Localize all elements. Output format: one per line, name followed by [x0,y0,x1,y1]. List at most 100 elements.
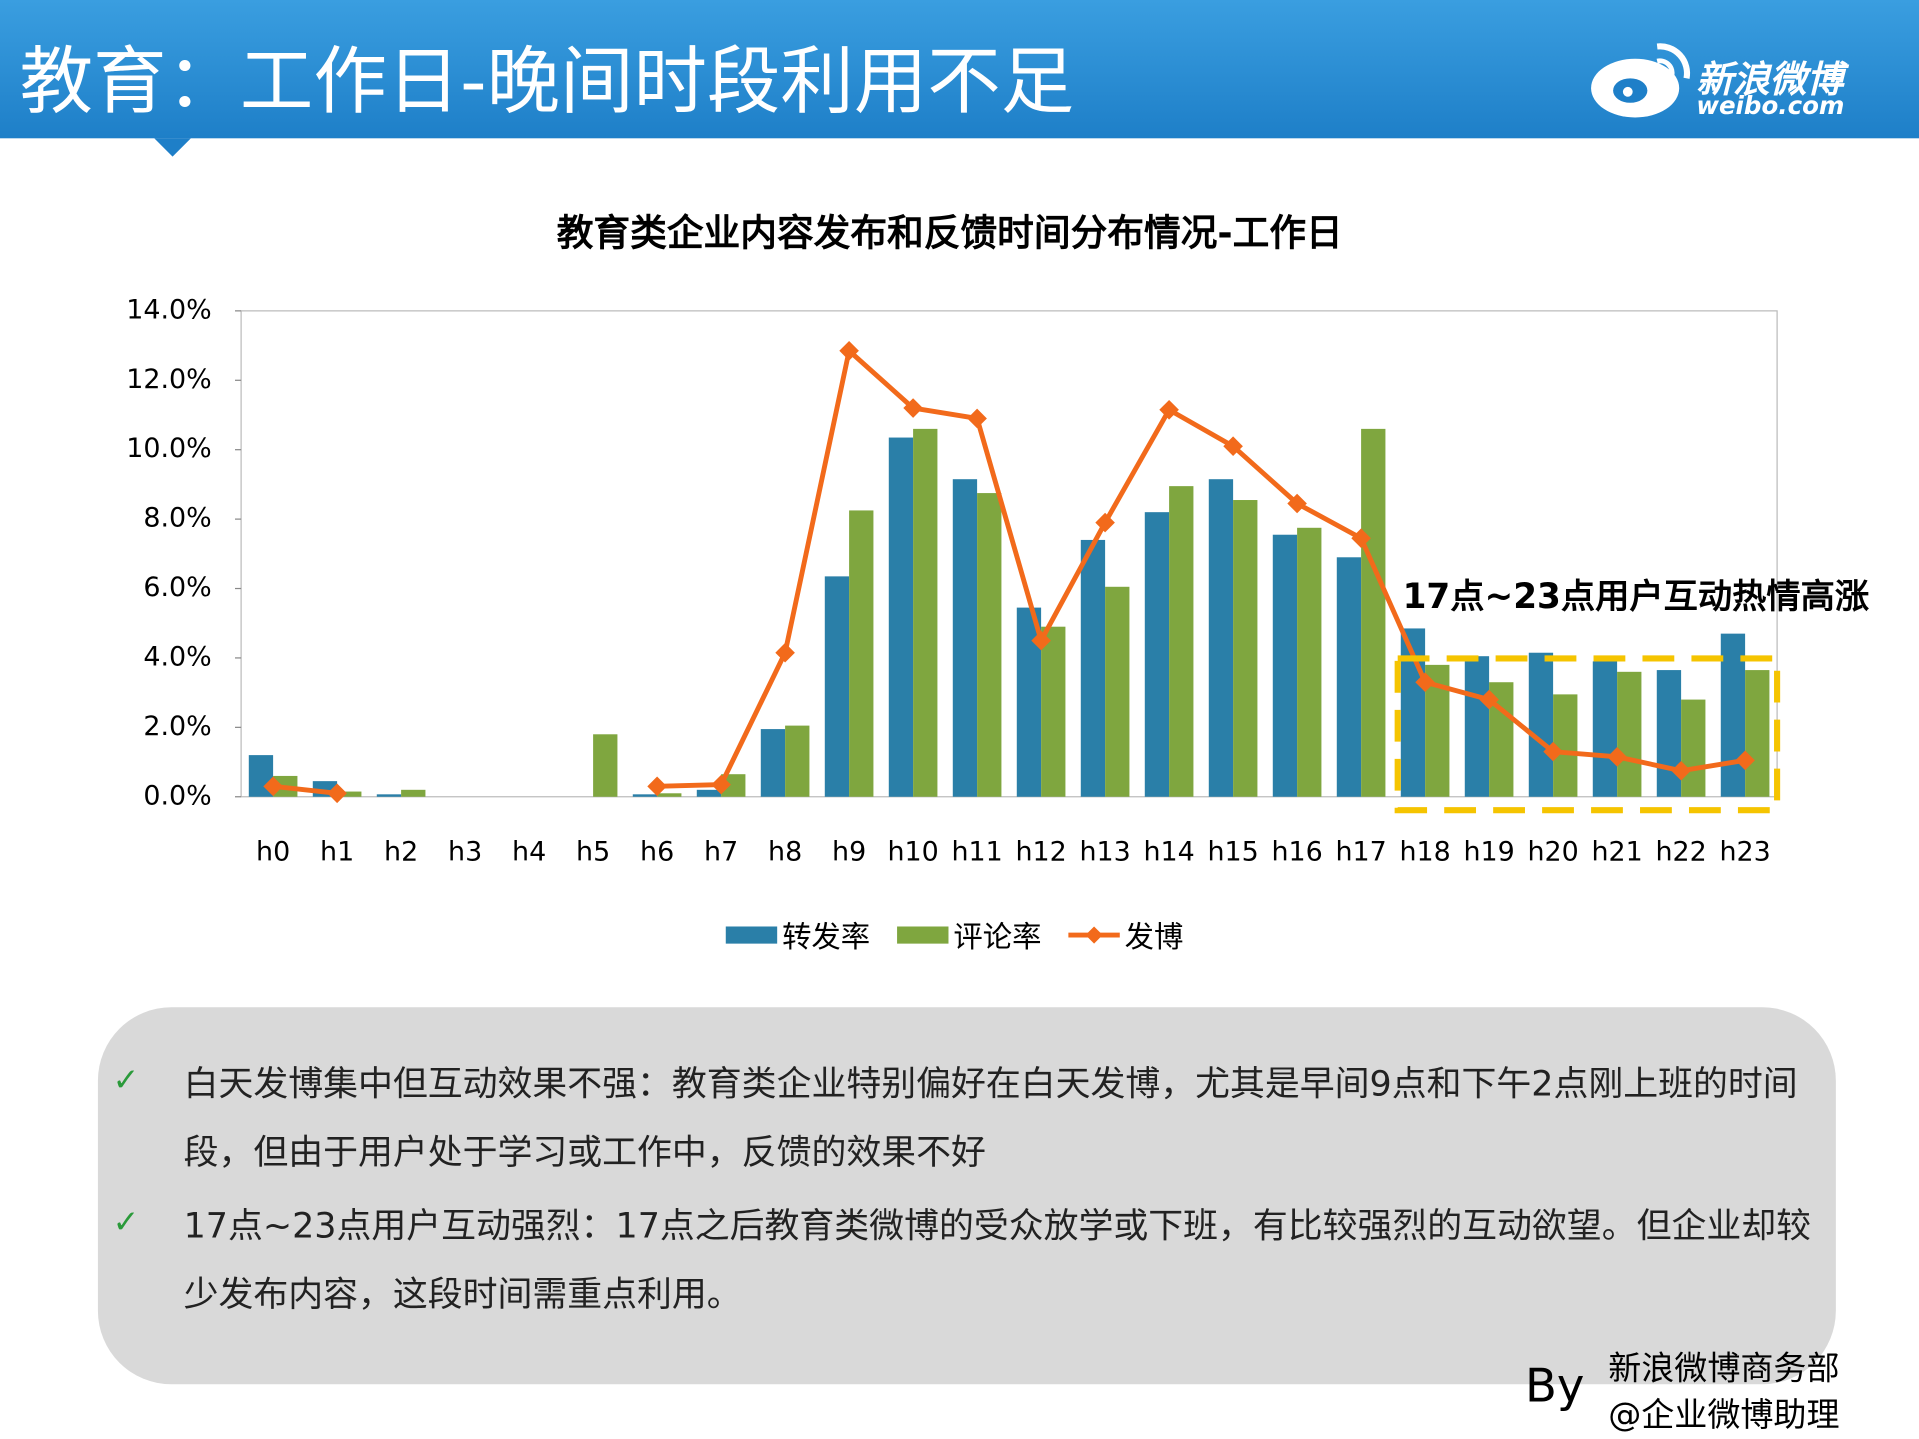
y-tick-label: 6.0% [143,572,211,603]
line-marker [1543,741,1563,762]
bar [1272,534,1298,797]
y-tick-label: 2.0% [143,711,211,742]
x-tick-label: h23 [1719,837,1770,868]
bullet-text: 白天发博集中但互动效果不强：教育类企业特别偏好在白天发博，尤其是早间9点和下午2… [183,1063,1798,1173]
x-tick-label: h20 [1527,837,1578,868]
bar [760,729,786,797]
line-marker [775,642,795,663]
chart: 教育类企业内容发布和反馈时间分布情况-工作日 0.0% 2.0% 4.0% 6.0% 8… [126,211,1870,954]
y-tick-label: 10.0% [126,433,211,464]
page-title: 教育：工作日-晚间时段利用不足 [19,39,1075,125]
line-marker [839,340,859,361]
bar [1233,500,1258,797]
legend-label: 发博 [1125,920,1184,954]
x-tick-label: h14 [1143,837,1194,868]
y-tick-label: 4.0% [143,641,211,672]
line-marker [1095,512,1115,533]
check-icon: ✓ [112,1062,140,1100]
bar [1144,512,1170,797]
bar [824,576,850,797]
x-tick-label: h5 [576,837,610,868]
x-tick-label: h2 [384,837,418,868]
x-tick-label: h19 [1463,837,1514,868]
line-marker [647,776,667,797]
x-tick-label: h9 [832,837,866,868]
x-tick-label: h4 [512,837,546,868]
line-marker [1735,750,1755,771]
bar [977,493,1002,797]
line-marker [1671,760,1691,781]
bar [1656,670,1682,797]
x-tick-label: h16 [1271,837,1322,868]
bar [1080,539,1106,797]
line-marker [1031,630,1051,651]
highlight-box [1394,655,1781,814]
bullet-text: 17点~23点用户互动强烈：17点之后教育类微博的受众放学或下班，有比较强烈的互… [183,1205,1811,1315]
legend-swatch [897,926,949,944]
x-tick-label: h1 [320,837,354,868]
x-tick-label: h18 [1399,837,1450,868]
bar [1464,656,1490,797]
bar [1681,699,1706,797]
legend-label: 评论率 [953,920,1041,954]
bar [1745,670,1770,797]
check-icon: ✓ [112,1204,140,1242]
line [272,346,1746,796]
bar [1336,557,1362,797]
logo-cn: 新浪微博 [1696,58,1844,102]
line-marker [967,408,987,429]
y-tick-label: 14.0% [126,294,211,325]
bar [401,789,426,797]
line-marker [1415,672,1435,693]
header-bar: 教育：工作日-晚间时段利用不足 新浪微博 weibo.com [0,0,1919,139]
bar [1297,527,1322,797]
bar [1361,428,1386,797]
bar [913,428,938,797]
y-tick-label: 0.0% [143,780,211,811]
footer-dept: 新浪微博商务部 [1608,1349,1840,1388]
x-tick-label: h21 [1591,837,1642,868]
bar [952,479,978,797]
legend-swatch [1085,926,1103,944]
footer-account: @企业微博助理 [1608,1396,1840,1435]
line-marker [1159,399,1179,420]
x-tick-label: h12 [1015,837,1066,868]
bar [849,510,874,797]
bar [376,794,402,797]
bar [1553,694,1578,797]
y-tick-label: 12.0% [126,364,211,395]
bar [657,793,682,797]
x-tick-label: h0 [256,837,290,868]
x-tick-label: h11 [951,837,1002,868]
bar [593,734,618,797]
x-tick-label: h17 [1335,837,1386,868]
chart-title: 教育类企业内容发布和反馈时间分布情况-工作日 [557,211,1343,254]
line-marker [1223,436,1243,457]
x-tick-label: h13 [1079,837,1130,868]
bar [888,437,914,797]
bar [1105,586,1130,797]
bar [1592,661,1618,797]
x-tick-label: h15 [1207,837,1258,868]
footer-by: By [1524,1358,1585,1413]
line-marker [1607,747,1627,767]
y-tick-label: 8.0% [143,503,211,534]
bar [1208,479,1234,797]
line-marker [711,774,731,795]
bar [1528,652,1554,797]
bar [632,794,658,797]
bar [1169,486,1194,797]
x-tick-label: h3 [448,837,482,868]
text-panel [97,1007,1836,1385]
legend-swatch [725,926,778,944]
x-tick-label: h6 [640,837,674,868]
logo-en: weibo.com [1696,90,1845,120]
x-tick-label: h22 [1655,837,1706,868]
x-tick-label: h8 [768,837,802,868]
legend-label: 转发率 [782,920,870,954]
x-tick-label: h10 [887,837,938,868]
bar [337,791,362,797]
bar [696,789,722,797]
